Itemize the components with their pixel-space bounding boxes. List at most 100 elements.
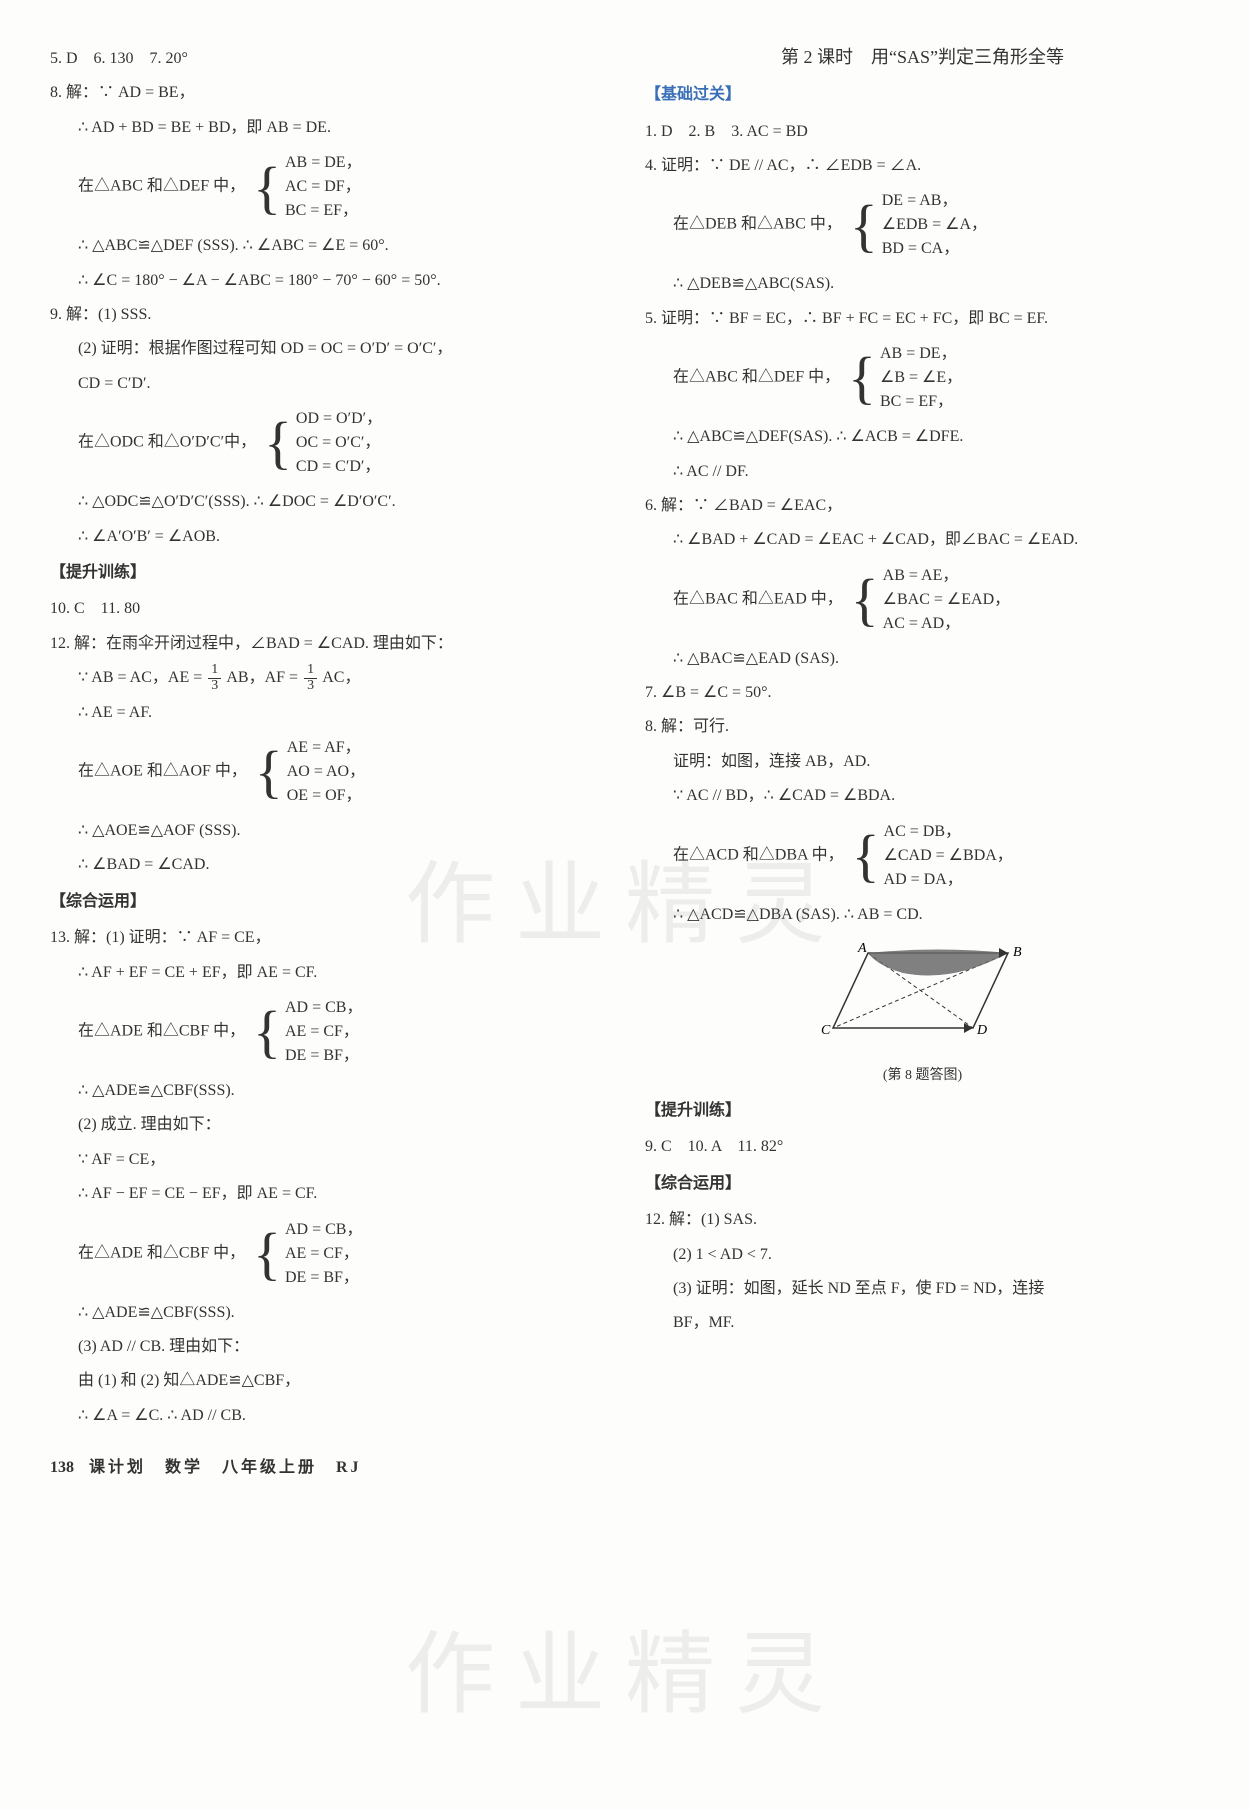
solution-line: 12. 解：(1) SAS. — [645, 1205, 1200, 1235]
brace-prefix: 在△ODC 和△O′D′C′中， — [78, 434, 256, 451]
brace-item: ∠B = ∠E， — [880, 366, 962, 390]
brace-item: ∠EDB = ∠A， — [882, 213, 987, 237]
brace-condition: 在△DEB 和△ABC 中， { DE = AB， ∠EDB = ∠A， BD … — [645, 185, 1200, 265]
brace-item: CD = C′D′， — [296, 455, 382, 479]
brace-item: AC = DF， — [285, 175, 362, 199]
left-column: 5. D 6. 130 7. 20° 8. 解：∵ AD = BE， ∴ AD … — [50, 40, 605, 1435]
answer-line: 9. C 10. A 11. 82° — [645, 1132, 1200, 1162]
section-heading: 【提升训练】 — [50, 558, 605, 588]
solution-line: 8. 解：可行. — [645, 712, 1200, 742]
left-brace-icon: { — [851, 575, 879, 624]
brace-item: AD = CB， — [285, 996, 362, 1020]
vertex-label: A — [857, 941, 867, 956]
figure-caption: (第 8 题答图) — [645, 1063, 1200, 1090]
brace-item: AE = AF， — [287, 736, 365, 760]
brace-prefix: 在△ABC 和△DEF 中， — [673, 369, 840, 386]
vertex-label: D — [976, 1023, 987, 1038]
brace-prefix: 在△DEB 和△ABC 中， — [673, 216, 842, 233]
fraction: 1 3 — [304, 663, 317, 693]
brace-condition: 在△ADE 和△CBF 中， { AD = CB， AE = CF， DE = … — [50, 1214, 605, 1294]
solution-line: (3) 证明：如图，延长 ND 至点 F，使 FD = ND，连接 — [645, 1274, 1200, 1304]
solution-line: ∴ AF − EF = CE − EF，即 AE = CF. — [50, 1179, 605, 1209]
solution-line: ∴ △AOE≌△AOF (SSS). — [50, 816, 605, 846]
solution-line: 由 (1) 和 (2) 知△ADE≌△CBF， — [50, 1366, 605, 1396]
brace-item: DE = BF， — [285, 1044, 362, 1068]
footer-text: 课计划 数学 八年级上册 RJ — [89, 1459, 362, 1476]
solution-line: ∵ AC // BD，∴ ∠CAD = ∠BDA. — [645, 781, 1200, 811]
solution-line: 4. 证明：∵ DE // AC，∴ ∠EDB = ∠A. — [645, 151, 1200, 181]
solution-line: 13. 解：(1) 证明：∵ AF = CE， — [50, 923, 605, 953]
brace-item: OC = O′C′， — [296, 431, 382, 455]
vertex-label: B — [1013, 945, 1022, 960]
solution-line: ∵ AF = CE， — [50, 1145, 605, 1175]
brace-item: BC = EF， — [285, 199, 362, 223]
brace-item: OE = OF， — [287, 784, 365, 808]
fraction: 1 3 — [208, 663, 221, 693]
solution-line: 6. 解：∵ ∠BAD = ∠EAC， — [645, 491, 1200, 521]
section-heading: 【综合运用】 — [645, 1169, 1200, 1199]
solution-line: ∴ △ODC≌△O′D′C′(SSS). ∴ ∠DOC = ∠D′O′C′. — [50, 487, 605, 517]
solution-line: ∴ AC // DF. — [645, 457, 1200, 487]
brace-prefix: 在△ACD 和△DBA 中， — [673, 846, 844, 863]
solution-line: ∴ ∠BAD + ∠CAD = ∠EAC + ∠CAD，即∠BAC = ∠EAD… — [645, 525, 1200, 555]
brace-prefix: 在△AOE 和△AOF 中， — [78, 763, 247, 780]
brace-condition: 在△ACD 和△DBA 中， { AC = DB， ∠CAD = ∠BDA， A… — [645, 816, 1200, 896]
page-footer: 138 课计划 数学 八年级上册 RJ — [50, 1453, 1200, 1483]
solution-line: 8. 解：∵ AD = BE， — [50, 78, 605, 108]
brace-condition: 在△AOE 和△AOF 中， { AE = AF， AO = AO， OE = … — [50, 732, 605, 812]
page-number: 138 — [50, 1459, 74, 1476]
fraction-numerator: 1 — [208, 663, 221, 679]
left-brace-icon: { — [850, 201, 878, 250]
solution-line: (3) AD // CB. 理由如下： — [50, 1332, 605, 1362]
left-brace-icon: { — [848, 353, 876, 402]
answer-figure: A B C D — [645, 938, 1200, 1059]
brace-item: BD = CA， — [882, 237, 987, 261]
brace-item: AD = CB， — [285, 1218, 362, 1242]
brace-item: AE = CF， — [285, 1242, 362, 1266]
brace-item: AB = DE， — [880, 342, 962, 366]
text-fragment: AC， — [322, 669, 360, 686]
solution-line: ∴ ∠A′O′B′ = ∠AOB. — [50, 522, 605, 552]
vertex-label: C — [821, 1023, 831, 1038]
brace-item: ∠CAD = ∠BDA， — [884, 844, 1013, 868]
solution-line: (2) 1 < AD < 7. — [645, 1240, 1200, 1270]
solution-line: ∴ ∠BAD = ∠CAD. — [50, 850, 605, 880]
watermark: 作业精灵 — [405, 1590, 845, 1761]
text-fragment: ∵ AB = AC，AE = — [78, 669, 206, 686]
answer-line: 1. D 2. B 3. AC = BD — [645, 117, 1200, 147]
solution-line: ∴ △BAC≌△EAD (SAS). — [645, 644, 1200, 674]
solution-line: BF，MF. — [645, 1308, 1200, 1338]
solution-line: ∴ △ACD≌△DBA (SAS). ∴ AB = CD. — [645, 900, 1200, 930]
brace-prefix: 在△ADE 和△CBF 中， — [78, 1244, 245, 1261]
brace-item: AE = CF， — [285, 1020, 362, 1044]
solution-line: ∴ △ABC≌△DEF(SAS). ∴ ∠ACB = ∠DFE. — [645, 422, 1200, 452]
brace-condition: 在△BAC 和△EAD 中， { AB = AE， ∠BAC = ∠EAD， A… — [645, 560, 1200, 640]
solution-line: ∴ AE = AF. — [50, 698, 605, 728]
solution-line: ∴ △ADE≌△CBF(SSS). — [50, 1076, 605, 1106]
brace-condition: 在△ABC 和△DEF 中， { AB = DE， AC = DF， BC = … — [50, 147, 605, 227]
left-brace-icon: { — [253, 163, 281, 212]
right-column: 第 2 课时 用“SAS”判定三角形全等 【基础过关】 1. D 2. B 3.… — [645, 40, 1200, 1435]
solution-line: ∴ △DEB≌△ABC(SAS). — [645, 269, 1200, 299]
solution-line: ∴ ∠C = 180° − ∠A − ∠ABC = 180° − 70° − 6… — [50, 266, 605, 296]
solution-line: 9. 解：(1) SSS. — [50, 300, 605, 330]
section-heading: 【提升训练】 — [645, 1096, 1200, 1126]
solution-line: 证明：如图，连接 AB，AD. — [645, 747, 1200, 777]
solution-line: 5. 证明：∵ BF = EC，∴ BF + FC = EC + FC，即 BC… — [645, 304, 1200, 334]
lesson-title: 第 2 课时 用“SAS”判定三角形全等 — [645, 40, 1200, 74]
solution-line: ∴ AF + EF = CE + EF，即 AE = CF. — [50, 958, 605, 988]
brace-condition: 在△ADE 和△CBF 中， { AD = CB， AE = CF， DE = … — [50, 992, 605, 1072]
text-fragment: AB，AF = — [226, 669, 302, 686]
brace-item: DE = BF， — [285, 1266, 362, 1290]
solution-line: CD = C′D′. — [50, 369, 605, 399]
brace-item: AD = DA， — [884, 868, 1013, 892]
brace-condition: 在△ABC 和△DEF 中， { AB = DE， ∠B = ∠E， BC = … — [645, 338, 1200, 418]
brace-item: AC = DB， — [884, 820, 1013, 844]
brace-prefix: 在△ADE 和△CBF 中， — [78, 1023, 245, 1040]
section-heading: 【综合运用】 — [50, 887, 605, 917]
left-brace-icon: { — [253, 1229, 281, 1278]
brace-item: BC = EF， — [880, 390, 962, 414]
brace-item: OD = O′D′， — [296, 407, 382, 431]
solution-line: ∵ AB = AC，AE = 1 3 AB，AF = 1 3 AC， — [50, 663, 605, 694]
fraction-denominator: 3 — [208, 679, 221, 694]
